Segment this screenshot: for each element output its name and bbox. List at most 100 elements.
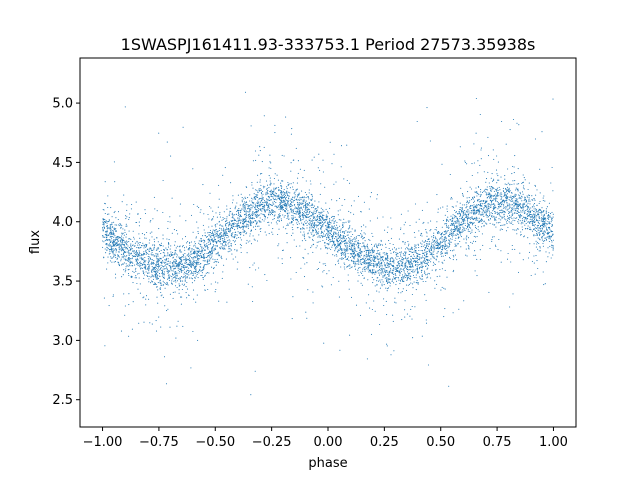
data-point — [131, 328, 133, 330]
data-point — [151, 259, 153, 261]
data-point — [361, 284, 363, 286]
data-point — [436, 242, 438, 244]
data-point — [200, 255, 202, 257]
data-point — [249, 240, 251, 242]
data-point — [156, 274, 158, 276]
data-point — [241, 226, 243, 228]
data-point — [192, 168, 194, 170]
data-point — [272, 201, 274, 203]
data-point — [268, 221, 270, 223]
data-point — [346, 144, 348, 146]
data-point — [222, 240, 224, 242]
data-point — [152, 275, 154, 277]
data-point — [501, 224, 503, 226]
data-point — [388, 247, 390, 250]
data-point — [183, 256, 185, 258]
data-point — [545, 210, 547, 212]
data-point — [552, 230, 554, 233]
data-point — [358, 244, 360, 246]
data-point — [209, 241, 211, 243]
data-point — [350, 231, 352, 233]
data-point — [162, 259, 164, 262]
data-point — [160, 242, 162, 244]
data-point — [331, 244, 333, 246]
data-point — [193, 260, 195, 262]
data-point — [504, 218, 506, 220]
data-point — [296, 188, 298, 190]
data-point — [192, 273, 194, 275]
data-point — [490, 197, 492, 199]
data-point — [393, 250, 395, 253]
data-point — [413, 248, 415, 250]
data-point — [363, 244, 365, 246]
data-point — [425, 251, 427, 253]
data-point — [155, 330, 158, 332]
data-point — [398, 247, 400, 249]
data-point — [283, 196, 285, 199]
data-point — [173, 265, 175, 267]
data-point — [483, 215, 485, 217]
data-point — [412, 337, 414, 339]
data-point — [324, 235, 326, 237]
data-point — [481, 200, 483, 202]
data-point — [172, 274, 175, 276]
data-point — [522, 259, 524, 261]
data-point — [421, 262, 423, 264]
data-point — [220, 243, 222, 245]
data-point — [306, 210, 308, 212]
data-point — [365, 258, 367, 260]
data-point — [392, 320, 394, 322]
data-point — [363, 261, 365, 264]
data-point — [418, 218, 420, 220]
data-point — [299, 211, 302, 213]
data-point — [546, 206, 548, 208]
data-point — [255, 189, 257, 191]
data-point — [349, 256, 352, 258]
data-point — [418, 230, 420, 232]
data-point — [412, 270, 414, 272]
data-point — [465, 228, 467, 230]
data-point — [452, 232, 454, 234]
data-point — [301, 207, 303, 209]
data-point — [105, 252, 107, 254]
data-point — [551, 211, 553, 213]
data-point — [278, 243, 280, 245]
data-point — [203, 265, 205, 267]
data-point — [269, 180, 271, 182]
data-point — [398, 257, 400, 259]
data-point — [252, 300, 254, 303]
data-point — [266, 201, 268, 204]
data-point — [535, 217, 537, 219]
data-point — [436, 194, 438, 196]
data-point — [542, 199, 544, 202]
data-point — [171, 276, 173, 278]
data-point — [434, 243, 436, 245]
data-point — [174, 249, 176, 251]
data-point — [309, 226, 311, 228]
data-point — [440, 233, 443, 235]
data-point — [240, 211, 242, 214]
data-point — [383, 284, 385, 286]
data-point — [160, 295, 162, 297]
data-point — [475, 241, 477, 243]
data-point — [276, 207, 278, 209]
data-point — [359, 254, 361, 256]
data-point — [462, 219, 464, 221]
data-point — [358, 274, 360, 276]
data-point — [203, 284, 206, 286]
data-point — [539, 209, 541, 211]
data-point — [477, 219, 479, 221]
data-point — [246, 239, 248, 241]
data-point — [138, 272, 140, 274]
data-point — [499, 205, 501, 207]
data-point — [452, 214, 454, 216]
data-point — [525, 201, 528, 203]
data-point — [180, 303, 182, 305]
data-point — [416, 268, 419, 270]
data-point — [186, 263, 188, 265]
data-point — [320, 220, 322, 222]
data-point — [270, 212, 272, 214]
data-point — [263, 205, 265, 207]
data-point — [167, 253, 169, 255]
data-point — [551, 241, 553, 243]
